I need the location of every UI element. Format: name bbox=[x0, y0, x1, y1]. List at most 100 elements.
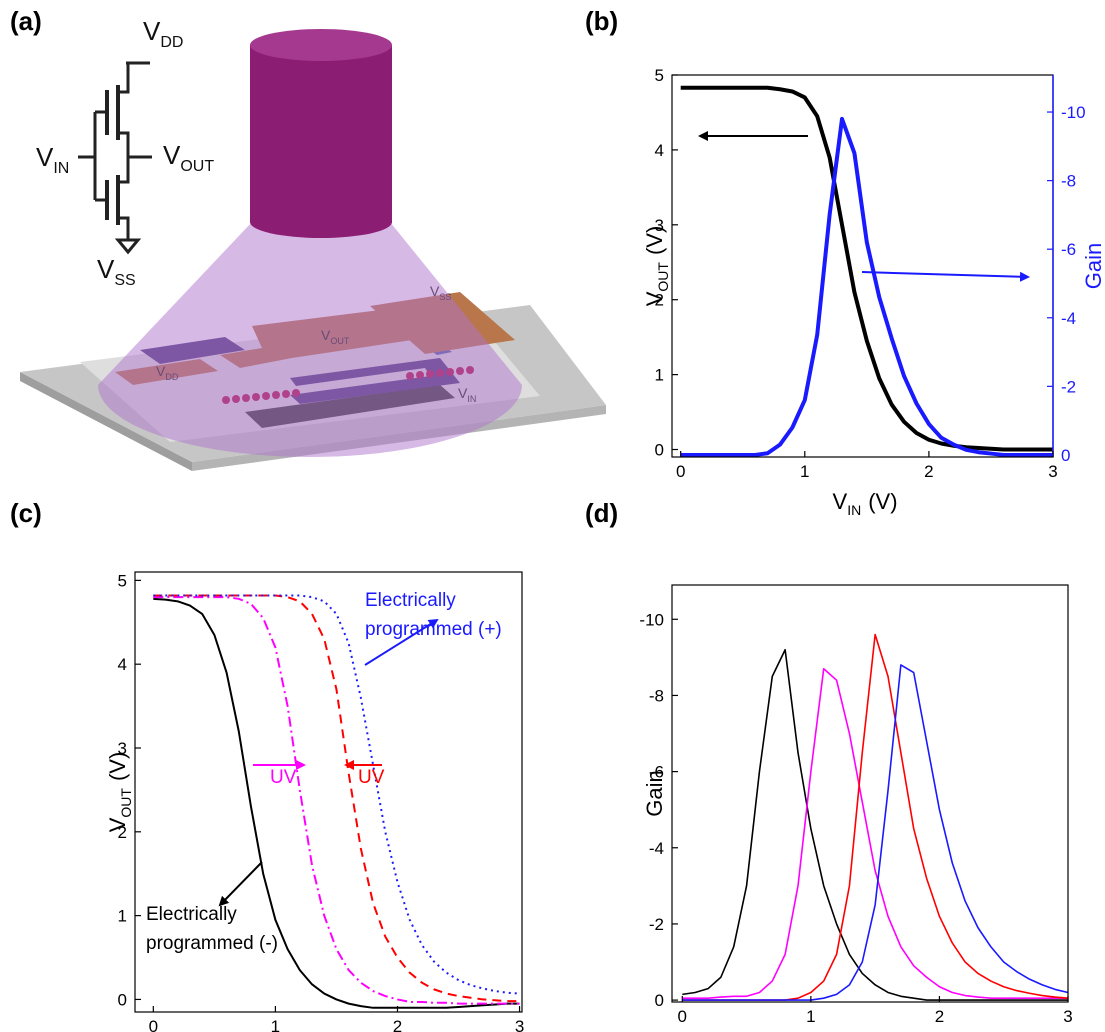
x-tick-label: 3 bbox=[1063, 1007, 1072, 1026]
y-tick-label: 4 bbox=[118, 655, 127, 674]
y-tick-label: 0 bbox=[655, 441, 664, 460]
y2-tick-label: -2 bbox=[1061, 377, 1076, 396]
y-tick-label: -6 bbox=[649, 763, 664, 782]
y-tick-label: 5 bbox=[655, 66, 664, 85]
y-tick-label: 3 bbox=[118, 739, 127, 758]
label-main: V bbox=[97, 254, 115, 284]
annotation: Electrically programmed (-) bbox=[146, 904, 278, 954]
transistor bbox=[105, 85, 120, 225]
data-line bbox=[153, 596, 520, 1005]
annotation: UV bbox=[358, 767, 385, 788]
annotation-line: programmed (-) bbox=[146, 933, 278, 954]
data-line bbox=[680, 85, 1053, 452]
label-sub: SS bbox=[114, 272, 135, 289]
x-tick-label: 2 bbox=[935, 1007, 944, 1026]
y-tick-label: 4 bbox=[655, 141, 664, 160]
x-axis-label: VIN (V) bbox=[833, 489, 898, 518]
lamp-top bbox=[250, 29, 392, 61]
y-axis-label: VOUT (V) bbox=[642, 226, 671, 307]
y-axis-label: VOUT (V) bbox=[105, 752, 134, 833]
y-tick-label: 2 bbox=[118, 823, 127, 842]
x-tick-label: 2 bbox=[393, 1017, 402, 1032]
circuit: VDD VIN VOUT VSS bbox=[36, 16, 214, 289]
data-line bbox=[682, 648, 1068, 1001]
label-unit: (V) bbox=[868, 489, 897, 514]
panel-label: (a) bbox=[10, 6, 42, 36]
x-tick-label: 1 bbox=[800, 462, 809, 481]
label-sub: OUT bbox=[180, 158, 214, 175]
y-tick-label: 0 bbox=[118, 990, 127, 1009]
x-tick-label: 0 bbox=[678, 1007, 687, 1026]
y2-tick-label: -4 bbox=[1061, 309, 1076, 328]
x-tick-label: 1 bbox=[806, 1007, 815, 1026]
x-tick-label: 2 bbox=[924, 462, 933, 481]
annotation-line: Electrically bbox=[365, 590, 456, 611]
y-axis-label: Gain bbox=[642, 770, 667, 816]
arrow bbox=[861, 271, 1030, 282]
panel-label: (b) bbox=[585, 6, 618, 36]
circuit-wire bbox=[78, 61, 152, 240]
label-main: V bbox=[143, 16, 161, 46]
y-tick-label: -8 bbox=[649, 686, 664, 705]
y2-tick-label: 0 bbox=[1061, 446, 1070, 465]
lamp-body bbox=[250, 45, 392, 223]
plot-frame bbox=[671, 584, 1069, 1003]
lamp-bottom bbox=[250, 206, 392, 238]
y-tick-label: 2 bbox=[655, 291, 664, 310]
x-tick-label: 3 bbox=[1048, 462, 1057, 481]
data-line bbox=[682, 667, 1068, 999]
label: VOUT bbox=[163, 140, 214, 175]
label-main: V bbox=[163, 140, 181, 170]
annotation-line: Electrically bbox=[146, 904, 237, 925]
x-tick-label: 1 bbox=[271, 1017, 280, 1032]
slab-side bbox=[20, 372, 192, 471]
uv-lamp bbox=[98, 29, 522, 457]
y-tick-label: 0 bbox=[655, 991, 664, 1010]
x-tick-label: 0 bbox=[149, 1017, 158, 1032]
label-unit: (V) bbox=[642, 226, 667, 255]
y-tick-label: 1 bbox=[655, 366, 664, 385]
arrow bbox=[218, 861, 263, 907]
label-main: V bbox=[642, 291, 667, 306]
y-tick-label: 3 bbox=[655, 216, 664, 235]
x-tick-label: 3 bbox=[515, 1017, 524, 1032]
label-main: V bbox=[105, 817, 130, 832]
arrow bbox=[364, 618, 439, 666]
label: VDD bbox=[143, 16, 183, 51]
data-line bbox=[153, 594, 520, 995]
y-tick-label: -4 bbox=[649, 839, 664, 858]
y2-tick-label: -10 bbox=[1061, 103, 1086, 122]
uv-cone bbox=[98, 222, 522, 457]
label-sub: DD bbox=[160, 34, 183, 51]
label-sub: IN bbox=[53, 160, 69, 177]
y-tick-label: -2 bbox=[649, 915, 664, 934]
ground bbox=[114, 238, 142, 255]
y2-tick-label: -8 bbox=[1061, 172, 1076, 191]
panel-label: (d) bbox=[585, 498, 618, 528]
y-tick-label: 1 bbox=[118, 907, 127, 926]
label: VIN bbox=[36, 142, 69, 177]
plot-frame bbox=[134, 571, 523, 1013]
y2-tick-label: -6 bbox=[1061, 240, 1076, 259]
label-main: V bbox=[833, 489, 848, 514]
x-tick-label: 0 bbox=[676, 462, 685, 481]
data-line bbox=[680, 116, 1053, 457]
y2-axis-label: Gain bbox=[1081, 243, 1105, 289]
label-main: V bbox=[36, 142, 54, 172]
annotation: Electrically programmed (+) bbox=[365, 590, 502, 640]
label: VSS bbox=[97, 254, 136, 289]
annotation-line: programmed (+) bbox=[365, 619, 502, 640]
label-sub: IN bbox=[847, 502, 861, 518]
y-tick-label: 5 bbox=[118, 571, 127, 590]
annotation: UV bbox=[270, 767, 297, 788]
label-sub: OUT bbox=[655, 262, 671, 292]
data-line bbox=[682, 664, 1069, 1001]
data-line bbox=[153, 597, 520, 1009]
label-sub: OUT bbox=[118, 788, 134, 818]
panel-label: (c) bbox=[10, 498, 42, 528]
y-tick-label: -10 bbox=[639, 610, 664, 629]
label-unit: (V) bbox=[105, 752, 130, 781]
